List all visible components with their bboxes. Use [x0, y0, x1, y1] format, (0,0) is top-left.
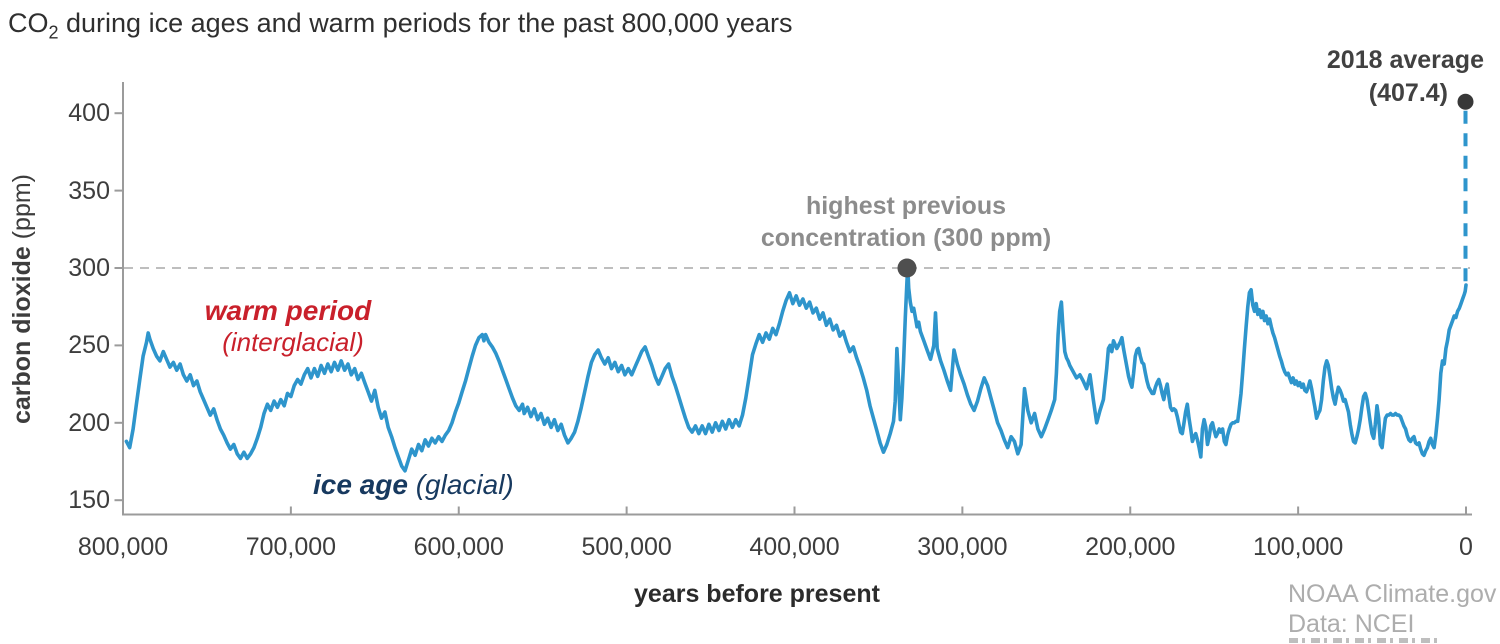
x-tick-label: 300,000: [917, 533, 1008, 561]
y-tick-label: 150: [68, 486, 110, 515]
ice-age-glacial: (glacial): [407, 469, 514, 500]
y-tick-label: 350: [68, 176, 110, 205]
highest-previous-label-line2: concentration (300 ppm): [760, 224, 1052, 252]
x-tick-label: 600,000: [413, 533, 504, 561]
credit-data-source: Data: NCEI: [1288, 610, 1415, 638]
y-tick-label: 400: [68, 99, 110, 128]
avg-2018-label-line1: 2018 average: [1326, 46, 1484, 74]
y-tick-label: 250: [68, 331, 110, 360]
ice-age-bold: ice age: [313, 469, 408, 500]
co2-line: [124, 266, 1468, 473]
avg-2018-label-line2: (407.4): [1368, 79, 1448, 107]
credit-noaa: NOAA Climate.gov: [1288, 580, 1497, 608]
highest-previous-label-line1: highest previous: [805, 192, 1007, 220]
title-subscript-2: 2: [48, 22, 59, 43]
interglacial-label: (interglacial): [222, 327, 364, 357]
y-tick-label: 200: [68, 408, 110, 437]
x-tick-label: 700,000: [245, 533, 337, 561]
title-co: CO: [8, 8, 49, 38]
cropped-credit-line: [1289, 638, 1437, 643]
x-tick-label: 100,000: [1252, 533, 1344, 561]
x-tick-label: 200,000: [1085, 533, 1176, 561]
x-axis-title: years before present: [634, 580, 880, 608]
x-tick-label: 400,000: [749, 533, 840, 561]
x-tick-label: 500,000: [581, 533, 672, 561]
avg-2018-dot: [1457, 93, 1474, 110]
y-tick-label: 300: [68, 254, 110, 282]
x-tick-label: 0: [1459, 533, 1473, 561]
x-tick-label: 800,000: [77, 533, 169, 561]
highest-previous-dot: [897, 258, 917, 278]
title-rest: during ice ages and warm periods for the…: [58, 8, 793, 38]
chart-title: CO2 during ice ages and warm periods for…: [8, 8, 792, 43]
warm-period-label: warm period: [204, 295, 372, 326]
ice-age-label: ice age (glacial): [313, 469, 514, 501]
